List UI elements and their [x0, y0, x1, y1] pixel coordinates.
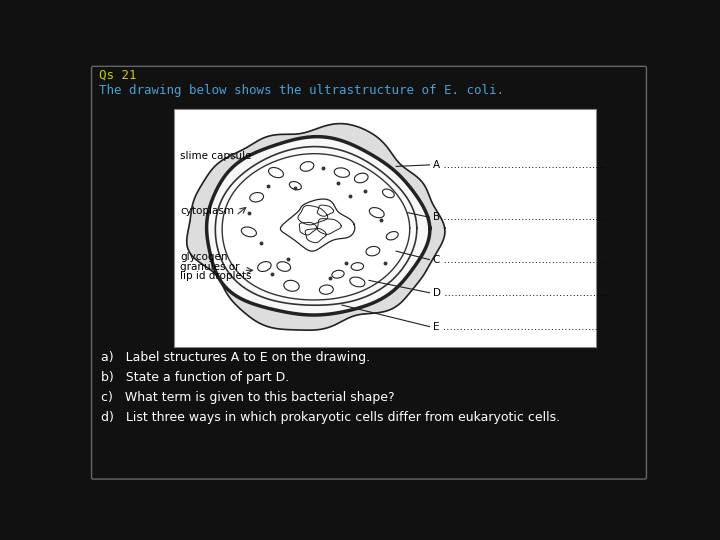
Text: b)   State a function of part D.: b) State a function of part D. [101, 372, 289, 384]
Ellipse shape [351, 262, 364, 271]
FancyBboxPatch shape [91, 66, 647, 479]
Ellipse shape [258, 261, 271, 272]
Polygon shape [305, 228, 326, 242]
Text: cytoplasm: cytoplasm [180, 206, 234, 216]
Ellipse shape [350, 277, 365, 287]
Polygon shape [222, 154, 410, 300]
Ellipse shape [382, 189, 395, 198]
Ellipse shape [386, 232, 398, 240]
Text: slime capsule: slime capsule [180, 151, 251, 161]
Polygon shape [300, 222, 317, 235]
Ellipse shape [369, 207, 384, 218]
Ellipse shape [289, 181, 302, 190]
Ellipse shape [269, 167, 284, 178]
Polygon shape [318, 219, 341, 234]
Ellipse shape [334, 168, 349, 177]
Text: B ................................................: B ......................................… [433, 212, 606, 222]
Ellipse shape [354, 173, 368, 183]
Polygon shape [207, 137, 430, 315]
Ellipse shape [366, 246, 379, 256]
Polygon shape [318, 205, 333, 216]
Text: lip id droplets: lip id droplets [180, 271, 251, 281]
Polygon shape [280, 199, 355, 251]
Ellipse shape [277, 262, 291, 271]
Text: granules or: granules or [180, 261, 239, 272]
Polygon shape [298, 206, 328, 225]
Text: The drawing below shows the ultrastructure of E. coli.: The drawing below shows the ultrastructu… [99, 84, 504, 97]
Text: glycogen: glycogen [180, 252, 228, 262]
Ellipse shape [241, 227, 256, 237]
Ellipse shape [250, 193, 264, 202]
Text: A ................................................: A ......................................… [433, 160, 606, 170]
Text: E ................................................: E ......................................… [433, 322, 605, 332]
Ellipse shape [300, 161, 314, 171]
Text: c)   What term is given to this bacterial shape?: c) What term is given to this bacterial … [101, 392, 395, 404]
Text: d)   List three ways in which prokaryotic cells differ from eukaryotic cells.: d) List three ways in which prokaryotic … [101, 411, 560, 424]
Polygon shape [215, 146, 417, 305]
Bar [174, 110, 596, 347]
Text: Qs 21: Qs 21 [99, 69, 137, 82]
Text: C ................................................: C ......................................… [433, 255, 606, 265]
Ellipse shape [320, 285, 333, 294]
Text: D ................................................: D ......................................… [433, 288, 606, 298]
Text: a)   Label structures A to E on the drawing.: a) Label structures A to E on the drawin… [101, 351, 370, 364]
Ellipse shape [332, 271, 344, 278]
Ellipse shape [284, 280, 300, 291]
Polygon shape [186, 124, 445, 330]
